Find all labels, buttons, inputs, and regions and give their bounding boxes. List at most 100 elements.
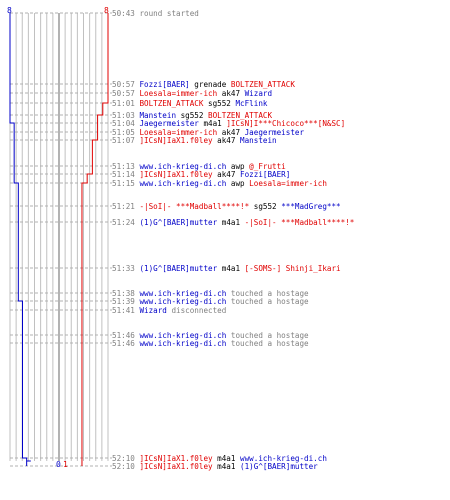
player-name: ]ICsN]IaX1.f0ley [139, 170, 213, 179]
player-name: www.ich-krieg-di.ch [139, 289, 227, 298]
player-name: (1)G^[BAER]mutter [240, 462, 318, 471]
weapon-text: m4a1 [198, 119, 227, 128]
log-timestamp: 51:21 [112, 202, 140, 211]
player-name: McFlink [235, 99, 268, 108]
blue-team-alive-line [9, 13, 31, 466]
log-entry: 51:39 www.ich-krieg-di.ch touched a host… [112, 297, 309, 306]
player-name: www.ich-krieg-di.ch [139, 331, 227, 340]
weapon-text: m4a1 [212, 454, 241, 463]
log-entry: 52:10 ]ICsN]IaX1.f0ley m4a1 (1)G^[BAER]m… [112, 462, 318, 471]
log-entry: 51:03 Manstein sg552 BOLTZEN_ATTACK [112, 111, 272, 120]
red-start-count: 8 [104, 6, 109, 15]
player-name: Loesala=immer-ich [139, 128, 218, 137]
log-entry: 51:46 www.ich-krieg-di.ch touched a host… [112, 331, 309, 340]
player-name: Jaegermeister [244, 128, 305, 137]
player-name: Fozzi[BAER] [240, 170, 291, 179]
event-text: disconnected [166, 306, 227, 315]
red-end-count: 1 [63, 460, 68, 469]
player-name: www.ich-krieg-di.ch [240, 454, 327, 463]
weapon-text: ak47 [212, 170, 241, 179]
log-timestamp: 52:10 [112, 454, 140, 463]
player-name: ]ICsN]IaX1.f0ley [139, 136, 213, 145]
log-entry: 51:13 www.ich-krieg-di.ch awp @_Frutti [112, 162, 286, 171]
player-name: BOLTZEN_ATTACK [208, 111, 273, 120]
player-name: www.ich-krieg-di.ch [139, 162, 227, 171]
log-entry: 51:01 BOLTZEN_ATTACK sg552 McFlink [112, 99, 267, 108]
log-timestamp: 51:33 [112, 264, 140, 273]
weapon-text: awp [226, 179, 250, 188]
weapon-text: sg552 [176, 111, 209, 120]
player-name: -|SoI|- ***Madball****!* [139, 202, 250, 211]
player-name: Fozzi[BAER] [139, 80, 190, 89]
log-timestamp: 50:43 [112, 9, 140, 18]
red-team-alive-line [81, 13, 109, 466]
player-name: Wizard [244, 89, 273, 98]
log-timestamp: 51:03 [112, 111, 140, 120]
player-name: Manstein [139, 111, 177, 120]
player-name: BOLTZEN_ATTACK [139, 99, 204, 108]
event-text: touched a hostage [226, 331, 309, 340]
log-timestamp: 51:46 [112, 331, 140, 340]
log-entry: 51:14 ]ICsN]IaX1.f0ley ak47 Fozzi[BAER] [112, 170, 290, 179]
player-name: Jaegermeister [139, 119, 199, 128]
player-name: www.ich-krieg-di.ch [139, 297, 227, 306]
log-timestamp: 50:57 [112, 80, 140, 89]
log-entry: 51:24 (1)G^[BAER]mutter m4a1 -|SoI|- ***… [112, 218, 354, 227]
blue-start-count: 8 [7, 6, 12, 15]
blue-end-count: 0 [56, 460, 61, 469]
player-name: ]ICsN]IaX1.f0ley [139, 454, 213, 463]
log-entry: 51:04 Jaegermeister m4a1 ]ICsN]I***Chico… [112, 119, 345, 128]
log-timestamp: 51:01 [112, 99, 140, 108]
log-timestamp: 51:04 [112, 119, 140, 128]
log-timestamp: 51:38 [112, 289, 140, 298]
log-entry: 51:46 www.ich-krieg-di.ch touched a host… [112, 339, 309, 348]
log-entry: 51:15 www.ich-krieg-di.ch awp Loesala=im… [112, 179, 327, 188]
player-name: BOLTZEN_ATTACK [230, 80, 295, 89]
player-name: -|SoI|- ***Madball****!* [244, 218, 355, 227]
player-name: ]ICsN]IaX1.f0ley [139, 462, 213, 471]
weapon-text: m4a1 [217, 264, 245, 273]
log-entry: 51:05 Loesala=immer-ich ak47 Jaegermeist… [112, 128, 304, 137]
log-entry: 51:21 -|SoI|- ***Madball****!* sg552 ***… [112, 202, 341, 211]
player-name: www.ich-krieg-di.ch [139, 339, 227, 348]
event-text: round started [139, 9, 199, 18]
log-timestamp: 51:39 [112, 297, 140, 306]
weapon-text: ak47 [217, 128, 245, 137]
player-name: Loesala=immer-ich [249, 179, 327, 188]
player-name: ]ICsN]I***Chicoco***[N&SC] [226, 119, 346, 128]
log-entry: 51:38 www.ich-krieg-di.ch touched a host… [112, 289, 309, 298]
log-timestamp: 51:24 [112, 218, 140, 227]
weapon-text: ak47 [212, 136, 241, 145]
log-timestamp: 51:13 [112, 162, 140, 171]
log-timestamp: 51:07 [112, 136, 140, 145]
log-timestamp: 50:57 [112, 89, 140, 98]
log-entry: 51:33 (1)G^[BAER]mutter m4a1 [-SOMS-] Sh… [112, 264, 341, 273]
player-name: www.ich-krieg-di.ch [139, 179, 227, 188]
player-name: Manstein [240, 136, 277, 145]
weapon-text: sg552 [203, 99, 236, 108]
player-name: [-SOMS-] Shinji_Ikari [244, 264, 341, 273]
log-entry: 50:43 round started [112, 9, 199, 18]
event-text: touched a hostage [226, 339, 309, 348]
weapon-text: m4a1 [212, 462, 241, 471]
log-timestamp: 52:10 [112, 462, 140, 471]
log-entry: 50:57 Loesala=immer-ich ak47 Wizard [112, 89, 272, 98]
log-timestamp: 51:41 [112, 306, 140, 315]
weapon-text: grenade [189, 80, 231, 89]
player-name: (1)G^[BAER]mutter [139, 264, 218, 273]
log-entry: 51:41 Wizard disconnected [112, 306, 226, 315]
log-timestamp: 51:46 [112, 339, 140, 348]
event-text: touched a hostage [226, 289, 309, 298]
player-name: Loesala=immer-ich [139, 89, 218, 98]
log-timestamp: 51:05 [112, 128, 140, 137]
weapon-text: m4a1 [217, 218, 245, 227]
player-name: (1)G^[BAER]mutter [139, 218, 218, 227]
log-entry: 51:07 ]ICsN]IaX1.f0ley ak47 Manstein [112, 136, 277, 145]
log-entry: 50:57 Fozzi[BAER] grenade BOLTZEN_ATTACK [112, 80, 295, 89]
player-name: Wizard [139, 306, 167, 315]
player-name: @_Frutti [249, 162, 286, 171]
weapon-text: awp [226, 162, 250, 171]
player-name: ***MadGreg*** [281, 202, 341, 211]
